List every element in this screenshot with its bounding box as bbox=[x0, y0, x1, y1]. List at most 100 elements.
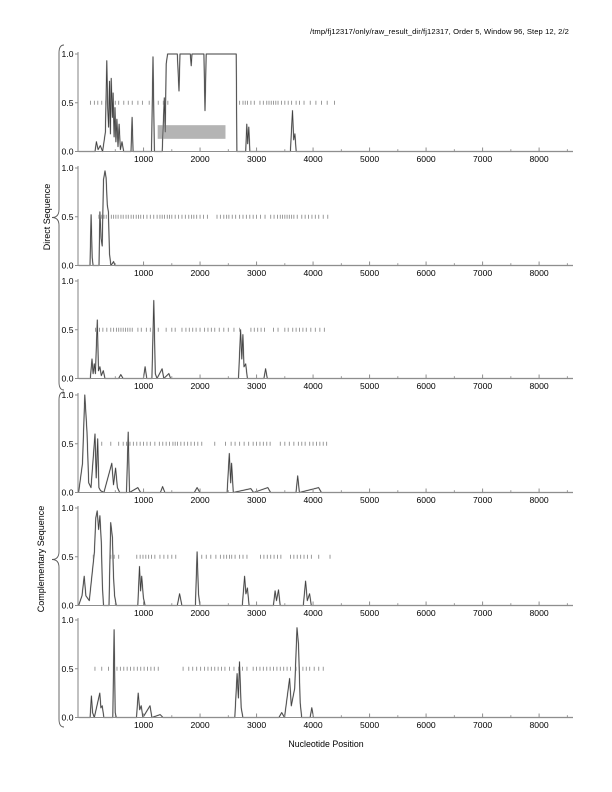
x-axis-label: Nucleotide Position bbox=[288, 739, 364, 749]
axes bbox=[77, 618, 573, 719]
x-tick-label: 8000 bbox=[530, 720, 549, 730]
panel-direct-frame-1: 0.0 0.5 1.0 1000 2000 3000 4000 5000 6000 7000 800… bbox=[62, 49, 573, 164]
x-tick-label: 2000 bbox=[190, 495, 209, 505]
complementary-sequence-brace bbox=[51, 391, 65, 728]
x-tick-label: 5000 bbox=[360, 608, 379, 618]
panel-direct-frame-3: 0.0 0.5 1.0 1000 2000 3000 4000 5000 6000 7000 800… bbox=[62, 276, 573, 391]
x-tick-label: 6000 bbox=[417, 495, 436, 505]
panel-direct-frame-2: 0.0 0.5 1.0 1000 2000 3000 4000 5000 6000 7000 800… bbox=[62, 163, 573, 278]
y-tick-label: 0.5 bbox=[62, 212, 74, 222]
axes bbox=[77, 506, 573, 607]
codon-marks bbox=[93, 441, 328, 446]
y-tick-label: 0.0 bbox=[62, 713, 74, 723]
x-tick-label: 7000 bbox=[473, 381, 492, 391]
x-tick-label: 5000 bbox=[360, 720, 379, 730]
x-tick-label: 2000 bbox=[190, 268, 209, 278]
x-tick-label: 5000 bbox=[360, 154, 379, 164]
y-tick-label: 1.0 bbox=[62, 49, 74, 59]
x-tick-label: 4000 bbox=[304, 154, 323, 164]
x-tick-label: 5000 bbox=[360, 381, 379, 391]
y-tick-label: 0.0 bbox=[62, 488, 74, 498]
y-tick-label: 0.5 bbox=[62, 325, 74, 335]
x-tick-label: 7000 bbox=[473, 495, 492, 505]
x-tick-label: 2000 bbox=[190, 381, 209, 391]
trace-halo bbox=[77, 510, 573, 607]
x-tick-label: 7000 bbox=[473, 268, 492, 278]
x-tick-label: 8000 bbox=[530, 608, 549, 618]
panel-complementary-frame-3: 0.0 0.5 1.0 1000 2000 3000 4000 5000 6000 7000 800… bbox=[62, 615, 573, 730]
complementary-sequence-label: Complementary Sequence bbox=[36, 505, 46, 613]
codon-marks bbox=[94, 666, 324, 671]
x-tick-label: 1000 bbox=[134, 608, 153, 618]
codon-marks bbox=[89, 100, 335, 105]
x-tick-label: 6000 bbox=[417, 720, 436, 730]
panel-complementary-frame-1: 0.0 0.5 1.0 1000 2000 3000 4000 5000 6000 7000 800… bbox=[62, 390, 573, 505]
x-tick-label: 7000 bbox=[473, 154, 492, 164]
trace-halo bbox=[78, 170, 573, 267]
probability-trace bbox=[78, 53, 573, 152]
y-tick-label: 0.5 bbox=[62, 439, 74, 449]
x-tick-label: 7000 bbox=[473, 608, 492, 618]
probability-trace bbox=[78, 394, 573, 493]
x-tick-label: 3000 bbox=[247, 268, 266, 278]
x-tick-label: 4000 bbox=[304, 268, 323, 278]
y-tick-label: 0.0 bbox=[62, 374, 74, 384]
trace-halo bbox=[78, 627, 573, 719]
x-tick-label: 5000 bbox=[360, 268, 379, 278]
codon-marks bbox=[92, 554, 331, 559]
x-tick-label: 6000 bbox=[417, 608, 436, 618]
x-tick-label: 3000 bbox=[247, 381, 266, 391]
x-tick-label: 7000 bbox=[473, 720, 492, 730]
x-tick-label: 3000 bbox=[247, 154, 266, 164]
x-tick-label: 4000 bbox=[304, 608, 323, 618]
y-tick-label: 1.0 bbox=[62, 163, 74, 173]
axes bbox=[77, 166, 573, 267]
x-tick-label: 3000 bbox=[247, 495, 266, 505]
x-tick-label: 1000 bbox=[134, 381, 153, 391]
y-tick-label: 1.0 bbox=[62, 390, 74, 400]
direct-sequence-brace bbox=[51, 44, 65, 391]
y-tick-label: 0.0 bbox=[62, 601, 74, 611]
y-tick-label: 0.0 bbox=[62, 261, 74, 271]
y-tick-label: 1.0 bbox=[62, 276, 74, 286]
y-tick-label: 0.0 bbox=[62, 147, 74, 157]
y-tick-label: 0.5 bbox=[62, 552, 74, 562]
probability-trace bbox=[78, 627, 573, 718]
panel-complementary-frame-2: 0.0 0.5 1.0 1000 2000 3000 4000 5000 6000 7000 800… bbox=[62, 503, 573, 618]
x-tick-label: 6000 bbox=[417, 268, 436, 278]
direct-sequence-label: Direct Sequence bbox=[42, 183, 52, 251]
x-tick-label: 5000 bbox=[360, 495, 379, 505]
y-tick-label: 0.5 bbox=[62, 98, 74, 108]
x-tick-label: 1000 bbox=[134, 495, 153, 505]
x-tick-label: 8000 bbox=[530, 381, 549, 391]
x-tick-label: 6000 bbox=[417, 154, 436, 164]
y-tick-label: 1.0 bbox=[62, 615, 74, 625]
codon-marks bbox=[95, 327, 325, 332]
probability-trace bbox=[78, 170, 573, 266]
y-tick-label: 1.0 bbox=[62, 503, 74, 513]
predicted-gene-highlight bbox=[157, 125, 226, 139]
page-title: /tmp/fj12317/only/raw_result_dir/fj12317… bbox=[310, 27, 569, 36]
y-tick-label: 0.5 bbox=[62, 664, 74, 674]
x-tick-label: 6000 bbox=[417, 381, 436, 391]
x-tick-label: 4000 bbox=[304, 495, 323, 505]
axes bbox=[77, 279, 573, 380]
x-tick-label: 1000 bbox=[134, 720, 153, 730]
x-tick-label: 1000 bbox=[134, 268, 153, 278]
x-tick-label: 1000 bbox=[134, 154, 153, 164]
trace-halo bbox=[77, 394, 573, 494]
x-tick-label: 4000 bbox=[304, 381, 323, 391]
axes bbox=[77, 52, 573, 153]
x-tick-label: 2000 bbox=[190, 608, 209, 618]
x-tick-label: 3000 bbox=[247, 608, 266, 618]
axes bbox=[77, 393, 573, 494]
probability-trace bbox=[78, 510, 573, 606]
x-tick-label: 3000 bbox=[247, 720, 266, 730]
x-tick-label: 8000 bbox=[530, 495, 549, 505]
x-tick-label: 8000 bbox=[530, 268, 549, 278]
x-tick-label: 8000 bbox=[530, 154, 549, 164]
x-tick-label: 2000 bbox=[190, 154, 209, 164]
x-tick-label: 4000 bbox=[304, 720, 323, 730]
